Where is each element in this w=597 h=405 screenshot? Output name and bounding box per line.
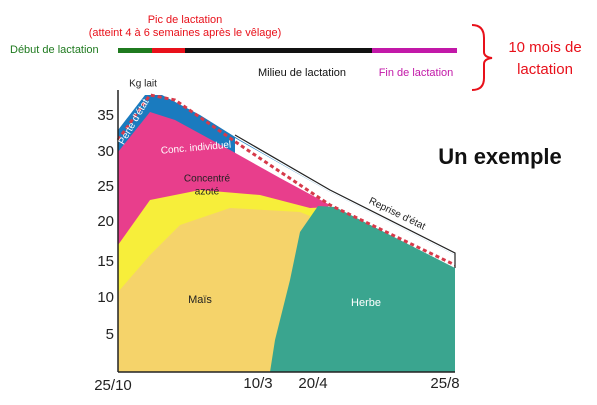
y-tick-label: 10 bbox=[97, 289, 114, 306]
label: 10 mois de bbox=[508, 39, 581, 56]
area-label: Concentré bbox=[184, 174, 231, 185]
area-label: Maïs bbox=[188, 294, 212, 306]
label: (atteint 4 à 6 semaines après le vêlage) bbox=[89, 27, 282, 39]
y-tick-label: 15 bbox=[97, 253, 114, 270]
area-label: Herbe bbox=[351, 297, 381, 309]
area-maize bbox=[118, 208, 310, 372]
area-label: azoté bbox=[195, 187, 220, 198]
y-tick-label: 25 bbox=[97, 178, 114, 195]
timeline-middle bbox=[185, 48, 372, 53]
brace bbox=[471, 24, 493, 91]
label: Pic de lactation bbox=[148, 14, 223, 26]
x-tick-label: 10/3 bbox=[243, 375, 272, 392]
y-tick-label: 35 bbox=[97, 107, 114, 124]
chart: Kg lait 35 30 25 20 15 10 5 25/10 10/3 2… bbox=[94, 79, 459, 394]
label: Fin de lactation bbox=[379, 67, 454, 79]
x-tick-label: 25/10 bbox=[94, 377, 132, 394]
area-grass bbox=[270, 206, 455, 372]
label: lactation bbox=[517, 61, 573, 78]
timeline-start bbox=[118, 48, 152, 53]
x-tick-label: 25/8 bbox=[430, 375, 459, 392]
timeline-end bbox=[372, 48, 457, 53]
axis-label: Kg lait bbox=[129, 79, 157, 90]
y-tick-label: 5 bbox=[106, 326, 114, 343]
title: Un exemple bbox=[438, 144, 562, 169]
timeline-peak bbox=[152, 48, 185, 53]
outline bbox=[234, 134, 456, 268]
y-tick-label: 30 bbox=[97, 143, 114, 160]
label: Début de lactation bbox=[10, 44, 99, 56]
dashed-curve bbox=[116, 93, 456, 267]
y-tick-label: 20 bbox=[97, 213, 114, 230]
x-tick-label: 20/4 bbox=[298, 375, 327, 392]
label: Milieu de lactation bbox=[258, 67, 346, 79]
